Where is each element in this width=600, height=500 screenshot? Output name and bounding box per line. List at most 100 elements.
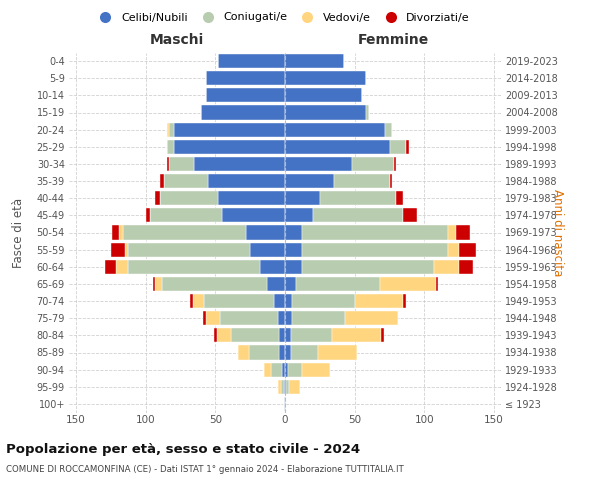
Bar [285,260,302,274]
Bar [167,140,173,154]
Bar [214,328,217,342]
Bar [285,174,334,188]
Bar [218,191,285,205]
Bar [285,397,286,411]
Bar [282,362,285,376]
Bar [202,106,285,120]
Bar [296,277,380,291]
Bar [164,174,208,188]
Bar [167,122,169,136]
Bar [280,328,285,342]
Bar [302,226,448,239]
Bar [313,208,403,222]
Bar [284,397,285,411]
Bar [222,208,285,222]
Bar [246,226,285,239]
Bar [190,294,193,308]
Text: Anni di nascita: Anni di nascita [551,189,565,276]
Bar [285,157,352,171]
Text: Femmine: Femmine [358,32,428,46]
Bar [285,191,320,205]
Bar [403,208,418,222]
Bar [290,346,319,360]
Legend: Celibi/Nubili, Coniugati/e, Vedovi/e, Divorziati/e: Celibi/Nubili, Coniugati/e, Vedovi/e, Di… [90,8,474,27]
Bar [285,106,366,120]
Bar [194,157,285,171]
Bar [389,174,392,188]
Bar [285,208,313,222]
Bar [238,346,249,360]
Bar [105,260,116,274]
Bar [332,328,381,342]
Bar [160,191,218,205]
Bar [403,294,406,308]
Bar [448,226,457,239]
Bar [217,328,230,342]
Bar [285,242,302,256]
Bar [150,208,222,222]
Bar [457,226,470,239]
Bar [290,328,332,342]
Bar [285,226,302,239]
Bar [285,346,290,360]
Bar [280,346,285,360]
Bar [111,242,125,256]
Bar [208,174,285,188]
Bar [285,328,290,342]
Bar [289,380,301,394]
Text: Fasce di età: Fasce di età [11,198,25,268]
Bar [459,242,476,256]
Bar [267,277,285,291]
Bar [203,311,206,325]
Bar [155,191,160,205]
Bar [206,88,285,102]
Bar [355,294,403,308]
Bar [128,260,260,274]
Bar [394,157,397,171]
Bar [206,311,220,325]
Bar [271,362,282,376]
Bar [249,346,280,360]
Bar [285,294,292,308]
Bar [281,380,284,394]
Bar [436,277,438,291]
Bar [274,294,285,308]
Bar [288,362,302,376]
Bar [434,260,459,274]
Bar [116,260,128,274]
Bar [125,242,128,256]
Bar [366,106,368,120]
Bar [320,191,397,205]
Bar [284,380,285,394]
Bar [285,277,296,291]
Bar [285,71,366,85]
Text: Popolazione per età, sesso e stato civile - 2024: Popolazione per età, sesso e stato civil… [6,442,360,456]
Bar [155,277,163,291]
Bar [220,311,278,325]
Bar [285,54,344,68]
Bar [169,157,194,171]
Bar [204,294,274,308]
Bar [285,140,389,154]
Bar [250,242,285,256]
Bar [448,242,459,256]
Bar [167,157,169,171]
Bar [206,71,285,85]
Bar [389,140,406,154]
Bar [285,362,288,376]
Bar [292,311,345,325]
Bar [352,157,394,171]
Bar [128,242,250,256]
Bar [319,346,358,360]
Bar [385,122,392,136]
Bar [146,208,150,222]
Bar [173,140,285,154]
Bar [302,362,329,376]
Bar [345,311,398,325]
Text: Maschi: Maschi [150,32,204,46]
Bar [152,277,155,291]
Bar [285,122,385,136]
Bar [406,140,409,154]
Bar [380,277,436,291]
Text: COMUNE DI ROCCAMONFINA (CE) - Dati ISTAT 1° gennaio 2024 - Elaborazione TUTTITAL: COMUNE DI ROCCAMONFINA (CE) - Dati ISTAT… [6,465,404,474]
